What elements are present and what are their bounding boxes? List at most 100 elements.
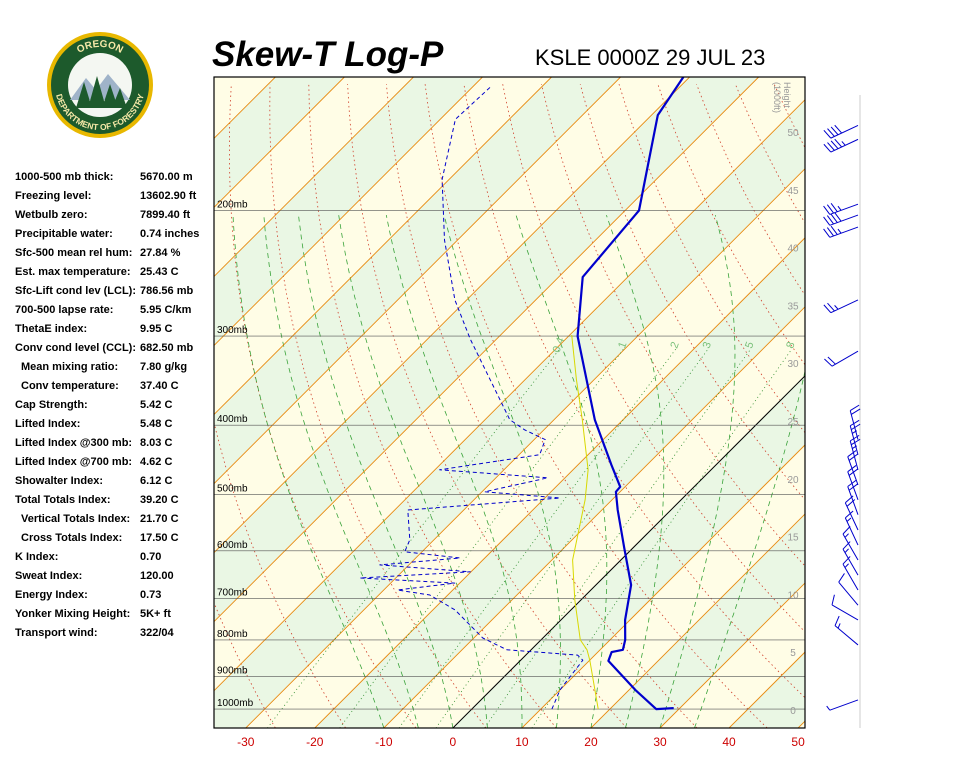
- dry-adiabat: [228, 84, 417, 728]
- isotherm: [245, 168, 805, 728]
- dry-adiabat: [657, 83, 805, 366]
- wind-barb: [823, 203, 859, 215]
- indices: 1000-500 mb thick: 5670.00 m Freezing leve…: [15, 171, 199, 639]
- mixing-ratio-label: 5: [743, 340, 756, 350]
- index-value: 322/04: [140, 627, 175, 639]
- mixing-ratio-label: 1: [616, 340, 629, 350]
- wind-barb: [823, 299, 859, 314]
- index-label: Wetbulb zero:: [15, 209, 88, 221]
- wind-barb: [838, 573, 859, 606]
- index-value: 0.73: [140, 589, 161, 601]
- isotherm: [452, 375, 805, 728]
- index-label: Conv cond level (CCL):: [15, 342, 136, 354]
- index-label: Freezing level:: [15, 190, 91, 202]
- index-value: 120.00: [140, 570, 174, 582]
- isotherm: [214, 77, 759, 623]
- x-tick-label: -30: [237, 735, 255, 749]
- mixing-ratio-label: 3: [701, 340, 714, 350]
- index-value: 7899.40 ft: [140, 209, 190, 221]
- wetbulb-line: [571, 334, 599, 710]
- isotherm-band: [214, 99, 805, 728]
- index-value: 17.50 C: [140, 532, 179, 544]
- index-value: 25.43 C: [140, 266, 179, 278]
- wind-barb: [823, 138, 859, 153]
- title: Skew-T Log-P: [212, 35, 444, 74]
- index-value: 27.84 %: [140, 247, 181, 259]
- index-label: Sfc-Lift cond lev (LCL):: [15, 285, 136, 297]
- index-label: Sfc-500 mean rel hum:: [15, 247, 132, 259]
- index-label: Energy Index:: [15, 589, 88, 601]
- moist-adiabat: [338, 215, 488, 728]
- overlay: 200mb 300mb 400mb 500mb 600mb 700mb 800mb 900mb…: [213, 76, 806, 749]
- wind-barb: [847, 450, 859, 486]
- plot-area: 0.4 1 2 3 5 8: [214, 77, 960, 728]
- dry-adiabat: [852, 84, 960, 728]
- index-label: Est. max temperature:: [15, 266, 131, 278]
- y2-tick-label: 5: [790, 648, 796, 659]
- wind-barb: [823, 212, 859, 226]
- index-label: 1000-500 mb thick:: [15, 171, 113, 183]
- wind-barb: [849, 434, 861, 470]
- wind-barb: [823, 225, 859, 238]
- x-tick-label: 10: [515, 735, 529, 749]
- dry-adiabat: [890, 84, 960, 728]
- wind-barb: [823, 124, 859, 139]
- y-tick-label: 500mb: [217, 483, 248, 494]
- x-tick-label: 30: [653, 735, 667, 749]
- index-label: K Index:: [15, 551, 58, 563]
- index-label: Lifted Index:: [15, 418, 80, 430]
- y2-tick-label: 40: [787, 244, 799, 255]
- isotherm: [214, 77, 552, 416]
- y-tick-label: 900mb: [217, 665, 248, 676]
- y-tick-label: 200mb: [217, 199, 248, 210]
- index-label: Total Totals Index:: [15, 494, 111, 506]
- mixing-ratio-line: [267, 348, 560, 728]
- index-label: Showalter Index:: [15, 475, 103, 487]
- mixing-ratio-line: [531, 348, 793, 728]
- index-value: 7.80 g/kg: [140, 361, 187, 373]
- isotherm: [214, 77, 345, 209]
- dry-adiabat: [347, 84, 627, 728]
- y2-axis-label: Height: [782, 82, 792, 109]
- dry-adiabat: [463, 84, 805, 699]
- index-label: Transport wind:: [15, 627, 98, 639]
- y2-tick-label: 25: [787, 417, 799, 428]
- index-value: 4.62 C: [140, 456, 172, 468]
- index-value: 0.70: [140, 551, 161, 563]
- moist-adiabat: [232, 215, 385, 728]
- index-value: 5.42 C: [140, 399, 172, 411]
- x-tick-label: 20: [584, 735, 598, 749]
- index-label: ThetaE index:: [15, 323, 87, 335]
- y-tick-label: 400mb: [217, 414, 248, 425]
- y2-tick-label: 50: [787, 128, 799, 139]
- isotherm: [590, 513, 805, 728]
- isotherm: [214, 99, 805, 692]
- index-label: Precipitable water:: [15, 228, 113, 240]
- wind-barb: [826, 699, 859, 711]
- index-label: Mean mixing ratio:: [21, 361, 118, 373]
- index-label: Cap Strength:: [15, 399, 88, 411]
- y2-tick-label: 35: [787, 301, 799, 312]
- logo-top: OREGON: [75, 39, 125, 56]
- y2-tick-label: 0: [790, 706, 796, 717]
- dry-adiabat: [929, 84, 960, 728]
- isotherm: [383, 306, 805, 728]
- wind-barb: [831, 594, 859, 621]
- wind-barb: [824, 350, 859, 367]
- index-label: Vertical Totals Index:: [21, 513, 130, 525]
- wind-barb: [844, 495, 859, 531]
- y2-axis-label: (1000ft): [772, 82, 782, 113]
- isotherm: [214, 77, 414, 278]
- index-value: 37.40 C: [140, 380, 179, 392]
- dry-adiabat: [502, 84, 805, 633]
- x-tick-label: 0: [450, 735, 457, 749]
- mixing-ratio-label: 0.4: [551, 336, 568, 354]
- index-value: 8.03 C: [140, 437, 172, 449]
- index-label: Cross Totals Index:: [21, 532, 122, 544]
- moist-adiabat: [298, 215, 454, 728]
- mixing-ratio-label: 8: [784, 340, 797, 350]
- dry-adiabat: [424, 84, 768, 728]
- isotherm: [521, 444, 805, 728]
- mixing-ratio-line: [435, 348, 709, 728]
- isotherm: [797, 720, 805, 728]
